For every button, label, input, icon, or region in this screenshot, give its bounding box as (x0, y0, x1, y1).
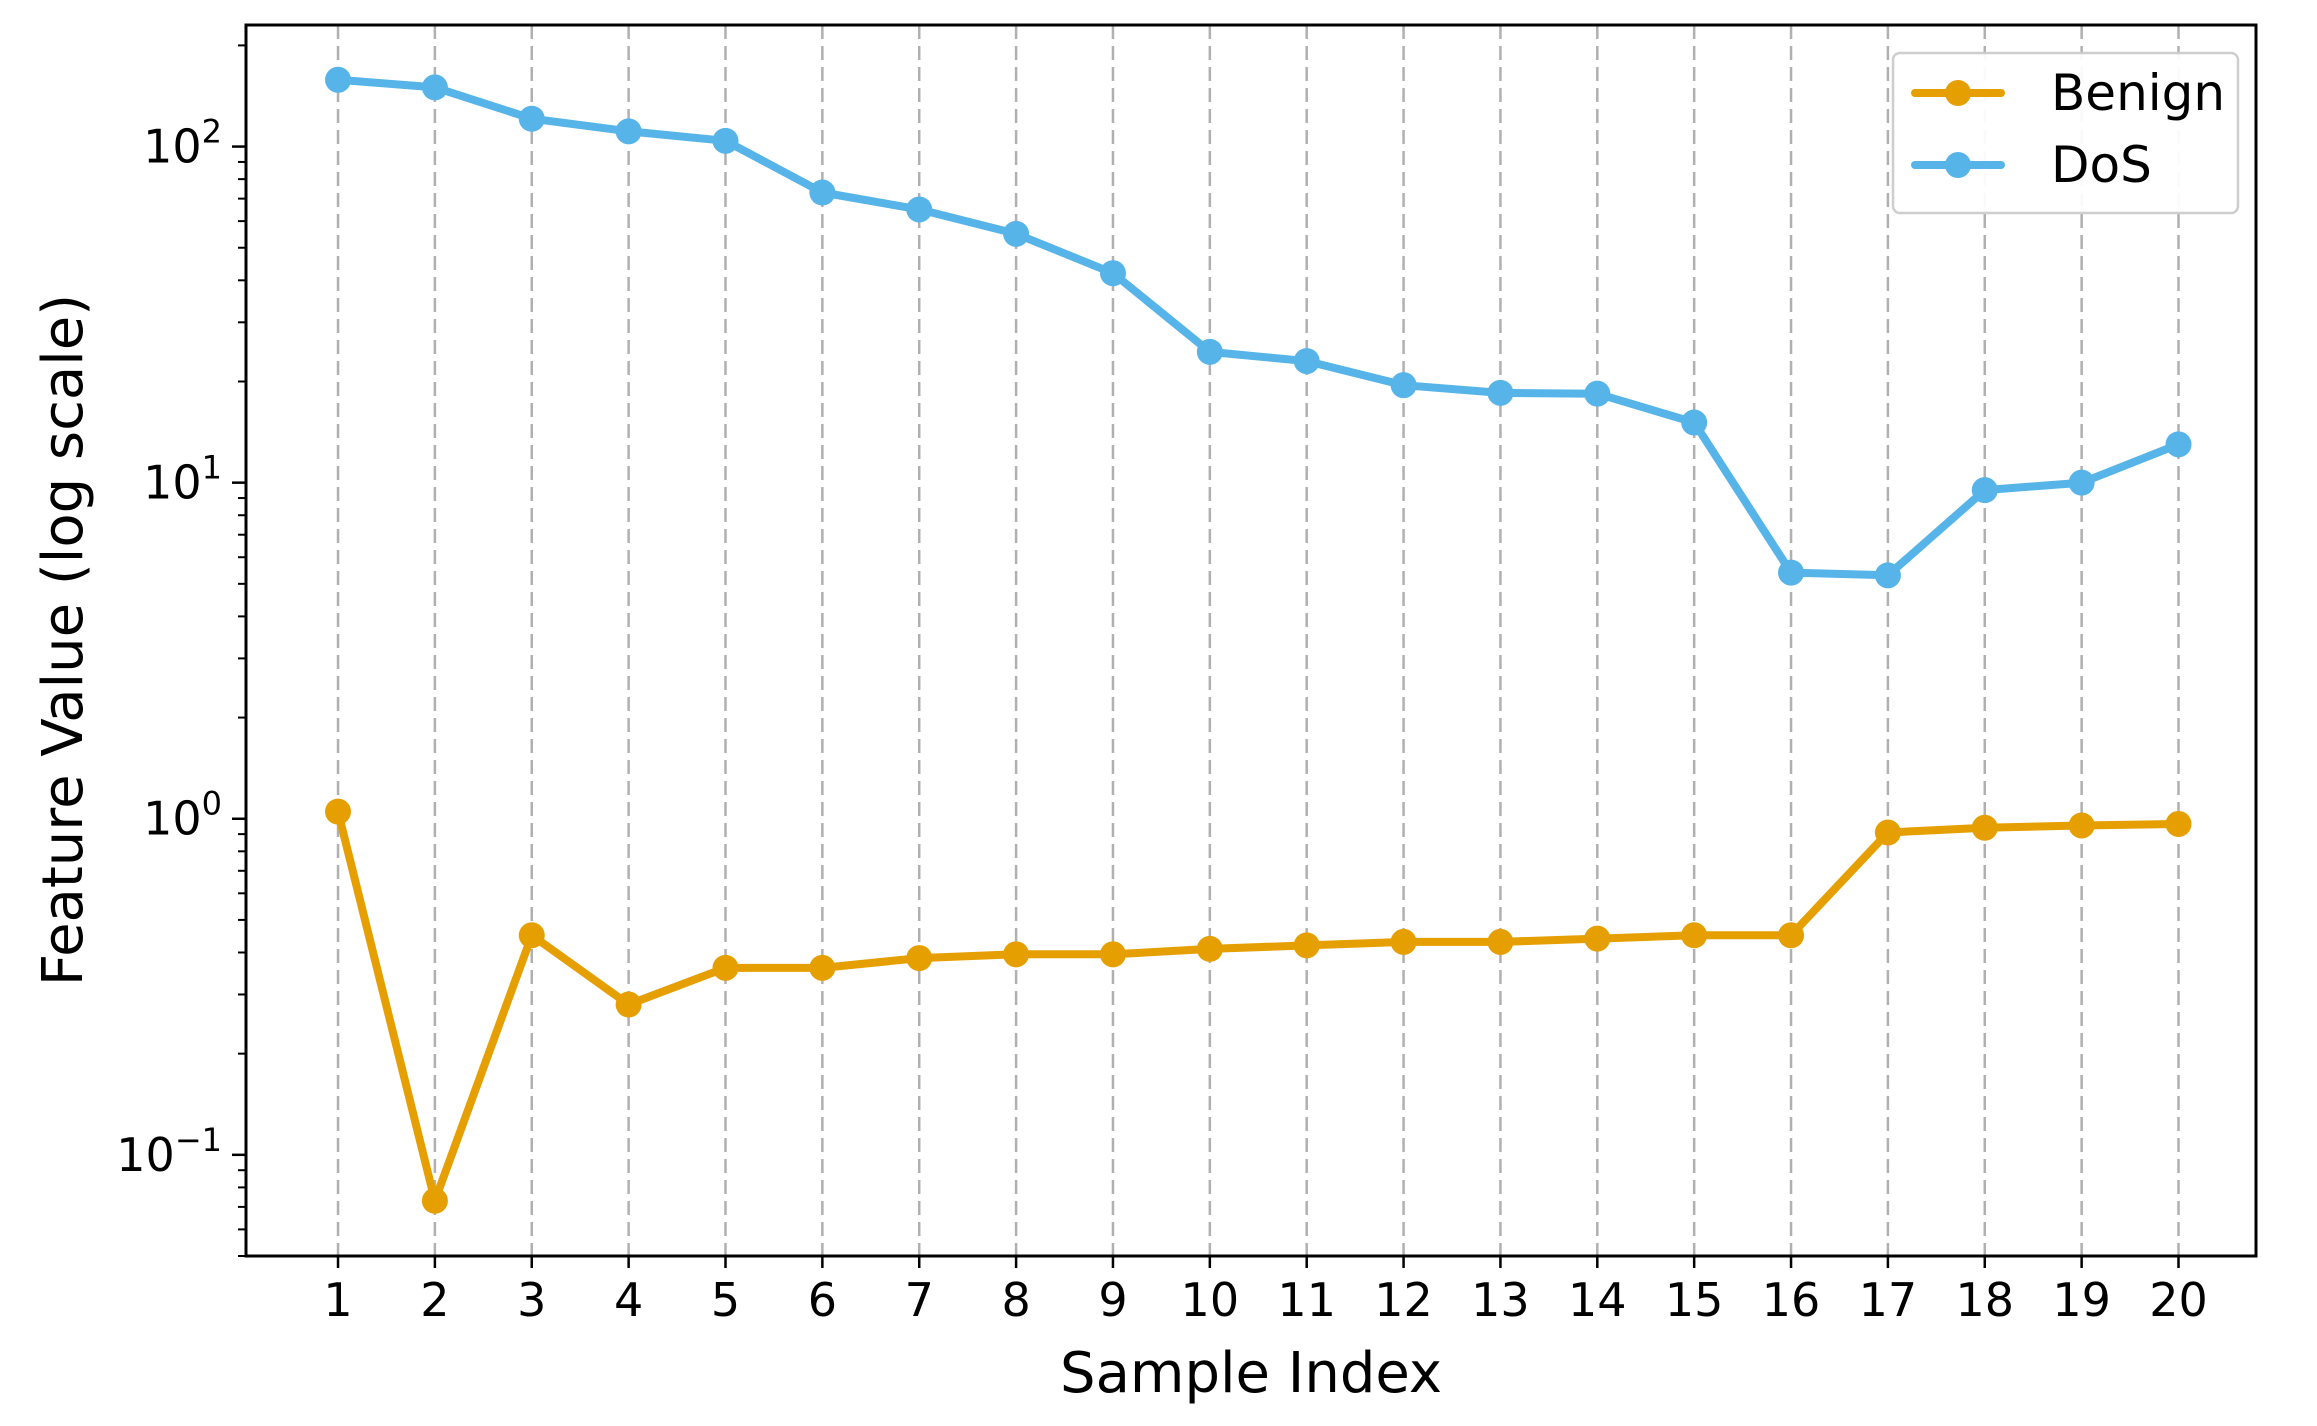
dos-point (1390, 372, 1417, 399)
benign-point (518, 922, 545, 949)
benign-point (325, 798, 352, 825)
x-tick-label: 4 (614, 1273, 643, 1327)
dos-point (809, 179, 836, 206)
dos-point (1778, 559, 1805, 586)
benign-point (1390, 928, 1417, 955)
x-tick-label: 15 (1665, 1273, 1724, 1327)
dos-point (1874, 562, 1901, 589)
dos-point (1681, 409, 1708, 436)
legend-label: DoS (2051, 136, 2152, 194)
legend-swatch-marker (1945, 152, 1971, 178)
dos-point (421, 74, 448, 101)
x-tick-label: 13 (1471, 1273, 1530, 1327)
x-tick-label: 20 (2149, 1273, 2208, 1327)
x-tick-label: 19 (2052, 1273, 2111, 1327)
y-axis-label: Feature Value (log scale) (31, 294, 96, 986)
x-tick-label: 8 (1001, 1273, 1030, 1327)
legend-label: Benign (2051, 64, 2225, 122)
dos-line (334, 75, 2183, 580)
dos-point (1293, 348, 1320, 375)
x-tick-label: 18 (1955, 1273, 2014, 1327)
benign-point (1874, 819, 1901, 846)
x-tick-label: 5 (711, 1273, 740, 1327)
dos-point (1971, 477, 1998, 504)
x-tick-label: 3 (517, 1273, 546, 1327)
dos-point (518, 105, 545, 132)
x-tick-label: 9 (1098, 1273, 1127, 1327)
dos-point (2068, 469, 2095, 496)
dos-point (1584, 380, 1611, 407)
series-dos (325, 66, 2192, 589)
x-tick-label: 7 (905, 1273, 934, 1327)
grid-lines (336, 25, 2180, 1256)
benign-point (809, 954, 836, 981)
benign-point (2068, 812, 2095, 839)
x-tick-label: 10 (1181, 1273, 1240, 1327)
x-tick-label: 2 (420, 1273, 449, 1327)
x-tick-label: 12 (1374, 1273, 1433, 1327)
dos-point (906, 196, 933, 223)
dos-point (1196, 338, 1223, 365)
dos-point (1003, 220, 1030, 247)
benign-line (334, 807, 2183, 1205)
y-tick-label: 102 (143, 113, 222, 174)
benign-point (1196, 935, 1223, 962)
series-benign (325, 798, 2192, 1214)
benign-point (2165, 810, 2192, 837)
plot-area-border (244, 23, 2258, 1258)
benign-point (712, 954, 739, 981)
legend-swatch-marker (1945, 80, 1971, 106)
benign-point (1099, 941, 1126, 968)
benign-point (421, 1187, 448, 1214)
benign-point (1971, 814, 1998, 841)
benign-point (1487, 928, 1514, 955)
x-tick-label: 14 (1568, 1273, 1627, 1327)
series-lines (325, 66, 2192, 1214)
y-tick-label: 100 (143, 785, 222, 846)
benign-point (906, 945, 933, 972)
benign-point (1681, 922, 1708, 949)
legend: Benign DoS (1891, 51, 2240, 215)
y-axis-ticks: 10−1 100 101 102 (116, 44, 246, 1257)
x-tick-label: 6 (808, 1273, 837, 1327)
x-tick-label: 16 (1762, 1273, 1821, 1327)
benign-point (1584, 925, 1611, 952)
x-tick-label: 11 (1277, 1273, 1336, 1327)
dos-point (1099, 260, 1126, 287)
dos-point (1487, 379, 1514, 406)
benign-point (1293, 932, 1320, 959)
x-tick-label: 1 (323, 1273, 352, 1327)
dos-point (325, 66, 352, 93)
x-tick-label: 17 (1859, 1273, 1918, 1327)
dos-point (712, 127, 739, 154)
benign-point (1778, 922, 1805, 949)
dos-point (615, 118, 642, 145)
benign-point (1003, 941, 1030, 968)
x-axis-ticks: 1 2 3 4 5 6 7 8 9 10 11 12 13 14 15 16 17 18 19 20 (323, 1256, 2208, 1327)
dos-point (2165, 431, 2192, 458)
y-tick-label: 10−1 (116, 1121, 222, 1182)
benign-point (615, 991, 642, 1018)
x-axis-label: Sample Index (1060, 1341, 1442, 1406)
y-tick-label: 101 (143, 449, 222, 510)
